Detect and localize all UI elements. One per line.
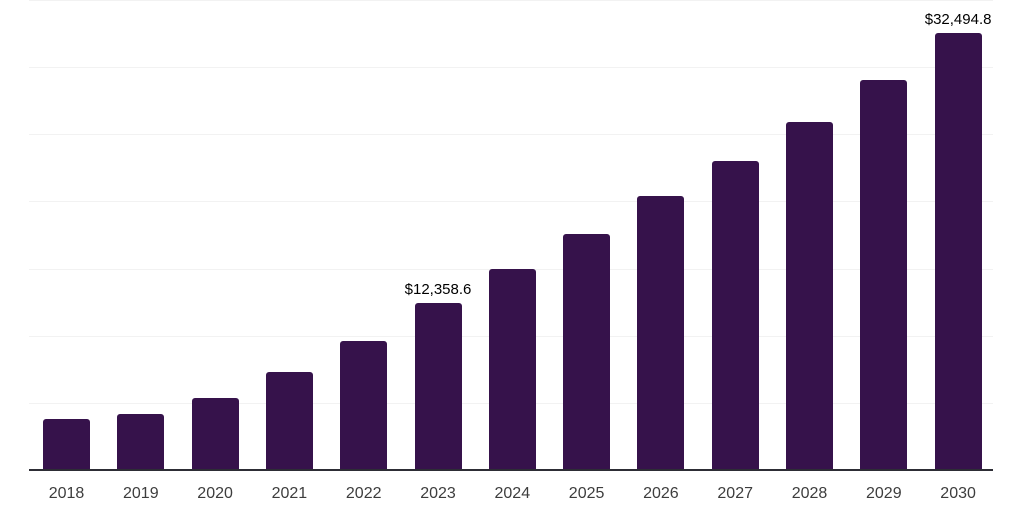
x-axis-tick-label-2021: 2021 — [271, 485, 308, 502]
bar-2024 — [489, 269, 536, 469]
bar-2021 — [266, 372, 313, 469]
x-axis-tick-label-2018: 2018 — [48, 485, 85, 502]
x-axis-line — [29, 469, 993, 471]
bar-2026 — [637, 196, 684, 469]
bar-2022 — [340, 341, 387, 469]
x-axis-tick-label-2024: 2024 — [494, 485, 531, 502]
x-axis-tick-label-2029: 2029 — [866, 485, 902, 502]
horizontal-gridline — [29, 134, 993, 135]
x-axis-tick-label-2019: 2019 — [123, 485, 159, 502]
bar-2019 — [117, 414, 164, 469]
bar-2028 — [786, 122, 833, 469]
horizontal-gridline — [29, 67, 993, 68]
x-axis-tick-label-2026: 2026 — [643, 485, 679, 502]
x-axis-tick-label-2030: 2030 — [940, 485, 976, 502]
bar-2020 — [192, 398, 239, 469]
bar-value-label-2030: $32,494.8 — [924, 11, 992, 28]
horizontal-gridline — [29, 201, 993, 202]
bar-2027 — [712, 161, 759, 469]
bar-2023 — [415, 303, 462, 469]
x-axis-tick-label-2020: 2020 — [197, 485, 233, 502]
x-axis-tick-label-2022: 2022 — [345, 485, 382, 502]
horizontal-gridline — [29, 0, 993, 1]
x-axis-tick-label-2028: 2028 — [791, 485, 828, 502]
bar-value-label-2023: $12,358.6 — [404, 281, 472, 298]
x-axis-tick-label-2025: 2025 — [568, 485, 605, 502]
x-axis-tick-label-2027: 2027 — [717, 485, 753, 502]
bar-2029 — [860, 80, 907, 469]
bar-2025 — [563, 234, 610, 469]
bar-2018 — [43, 419, 90, 469]
bar-2030 — [935, 33, 982, 469]
x-axis-tick-label-2023: 2023 — [420, 485, 456, 502]
